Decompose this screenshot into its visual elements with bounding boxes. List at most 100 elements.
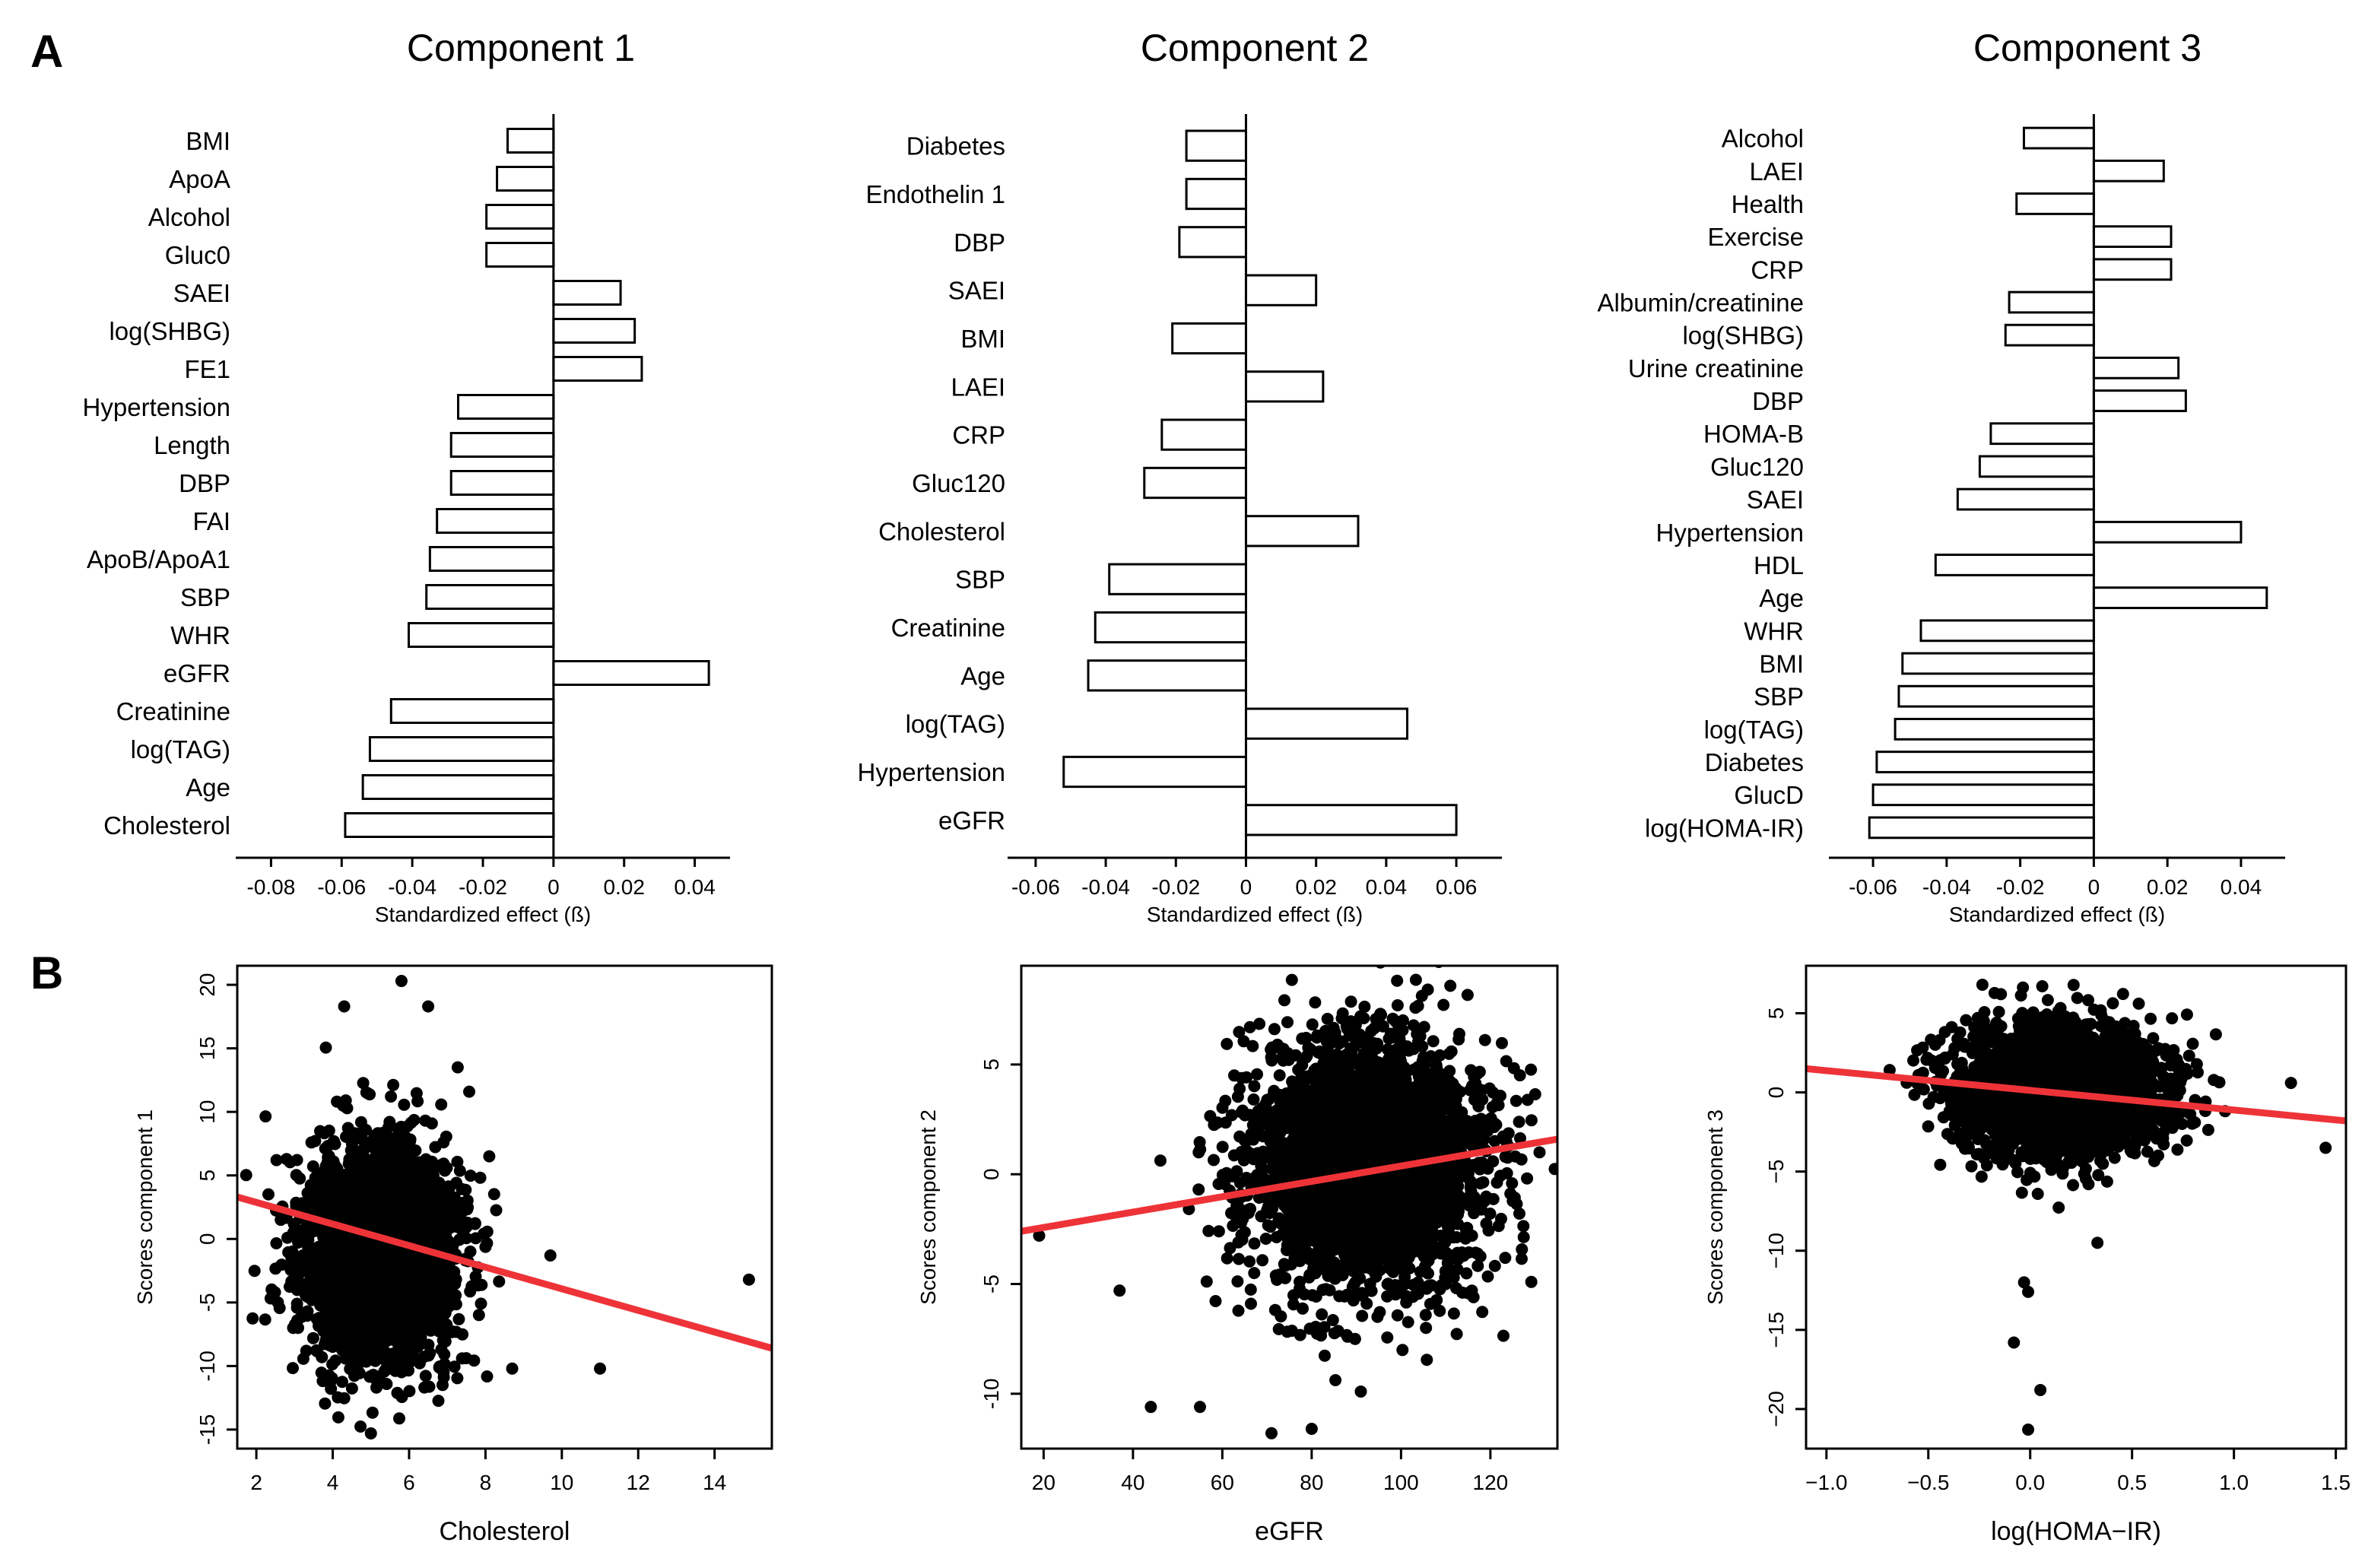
data-point (402, 1179, 415, 1192)
data-point (438, 1348, 451, 1360)
data-point (460, 1232, 473, 1245)
data-point (1478, 1033, 1491, 1046)
category-label: Alcohol (1722, 125, 1804, 153)
data-point (1557, 1257, 1570, 1269)
data-point (1381, 1331, 1394, 1344)
data-point (1248, 1237, 1261, 1250)
outlier-point (395, 975, 408, 988)
data-point (1306, 1018, 1319, 1031)
data-point (433, 1182, 446, 1195)
category-label: Cholesterol (103, 811, 230, 840)
data-point (397, 1260, 410, 1273)
data-point (338, 1392, 351, 1405)
data-point (349, 1356, 362, 1369)
data-point (392, 1313, 405, 1326)
x-tick-label: 0.04 (674, 875, 716, 899)
x-tick-label: 8 (480, 1471, 492, 1494)
category-label: Urine creatinine (1628, 354, 1804, 382)
data-point (463, 1085, 475, 1098)
bar-whr (1919, 619, 2095, 643)
data-point (1216, 1141, 1229, 1154)
data-point (395, 1201, 408, 1214)
data-point (1461, 989, 1474, 1001)
data-point (339, 1094, 352, 1107)
x-tick-label: 0 (2088, 875, 2100, 899)
category-label: SBP (955, 566, 1005, 594)
data-point (353, 1366, 366, 1379)
data-point (290, 1154, 303, 1166)
data-point (1326, 1314, 1339, 1326)
category-label: BMI (186, 127, 230, 155)
outlier-point (544, 1249, 557, 1262)
data-point (1358, 1000, 1371, 1013)
bar-dbp (1178, 226, 1247, 259)
bar-apoa (496, 166, 555, 192)
bar-creatinine (389, 698, 555, 724)
data-point (483, 1150, 496, 1163)
data-point (1513, 1116, 1525, 1128)
data-point (1391, 974, 1404, 987)
category-label: Gluc120 (1710, 452, 1804, 481)
bar-log-shbg (552, 318, 636, 344)
data-point (1248, 1080, 1261, 1093)
chart-title: Component 3 (1973, 27, 2202, 69)
chart-title: Component 2 (1141, 27, 1369, 69)
bar-glucd (1871, 783, 2095, 807)
data-point (246, 1312, 259, 1325)
outlier-point (422, 1000, 435, 1013)
data-point (1402, 1316, 1414, 1328)
x-tick-label: -0.04 (1922, 875, 1971, 899)
data-point (1247, 1133, 1260, 1146)
x-tick-label: 0.04 (1366, 875, 1408, 899)
category-label: SBP (1754, 683, 1804, 711)
category-label: LAEI (951, 373, 1005, 401)
category-label: SAEI (1747, 486, 1804, 514)
data-point (1517, 1230, 1530, 1243)
data-point (1381, 1278, 1394, 1290)
data-point (1200, 1275, 1213, 1288)
data-point (414, 1331, 427, 1344)
x-tick-label: 12 (627, 1471, 650, 1494)
data-point (353, 1205, 366, 1218)
data-point (306, 1332, 319, 1344)
data-point (1391, 1309, 1404, 1322)
data-point (1356, 1309, 1369, 1322)
data-point (311, 1268, 324, 1281)
data-point (1316, 1308, 1329, 1321)
points-layer (237, 975, 772, 1439)
data-point (356, 1155, 369, 1168)
data-point (392, 1182, 405, 1195)
data-point (412, 1308, 425, 1321)
data-point (337, 1212, 350, 1225)
bar-fe1 (552, 356, 643, 382)
category-label: Diabetes (906, 132, 1005, 160)
data-point (419, 1182, 431, 1195)
data-point (317, 1311, 330, 1324)
x-tick-label: 6 (403, 1471, 415, 1494)
data-point (440, 1130, 452, 1143)
data-point (312, 1287, 325, 1300)
data-point (459, 1183, 472, 1196)
bar-cholesterol (1244, 515, 1360, 548)
data-point (1396, 1344, 1409, 1357)
data-point (286, 1245, 299, 1258)
category-label: HDL (1754, 551, 1804, 579)
data-point (425, 1173, 438, 1186)
data-point (1297, 1302, 1309, 1315)
data-point (1253, 1017, 1266, 1030)
data-point (430, 1299, 443, 1312)
data-point (1579, 1131, 1591, 1143)
data-point (330, 1317, 343, 1330)
y-tick-label: -15 (195, 1414, 219, 1445)
data-point (332, 1411, 344, 1424)
data-point (481, 1225, 494, 1238)
data-point (323, 1226, 336, 1239)
y-tick-label: 20 (195, 973, 219, 996)
data-point (439, 1275, 452, 1288)
category-label: DBP (954, 228, 1005, 256)
bar-albumin-creatinine (2008, 290, 2095, 314)
data-point (1400, 1296, 1413, 1309)
data-point (481, 1236, 494, 1249)
data-point (388, 1243, 401, 1255)
data-point (259, 1313, 271, 1326)
